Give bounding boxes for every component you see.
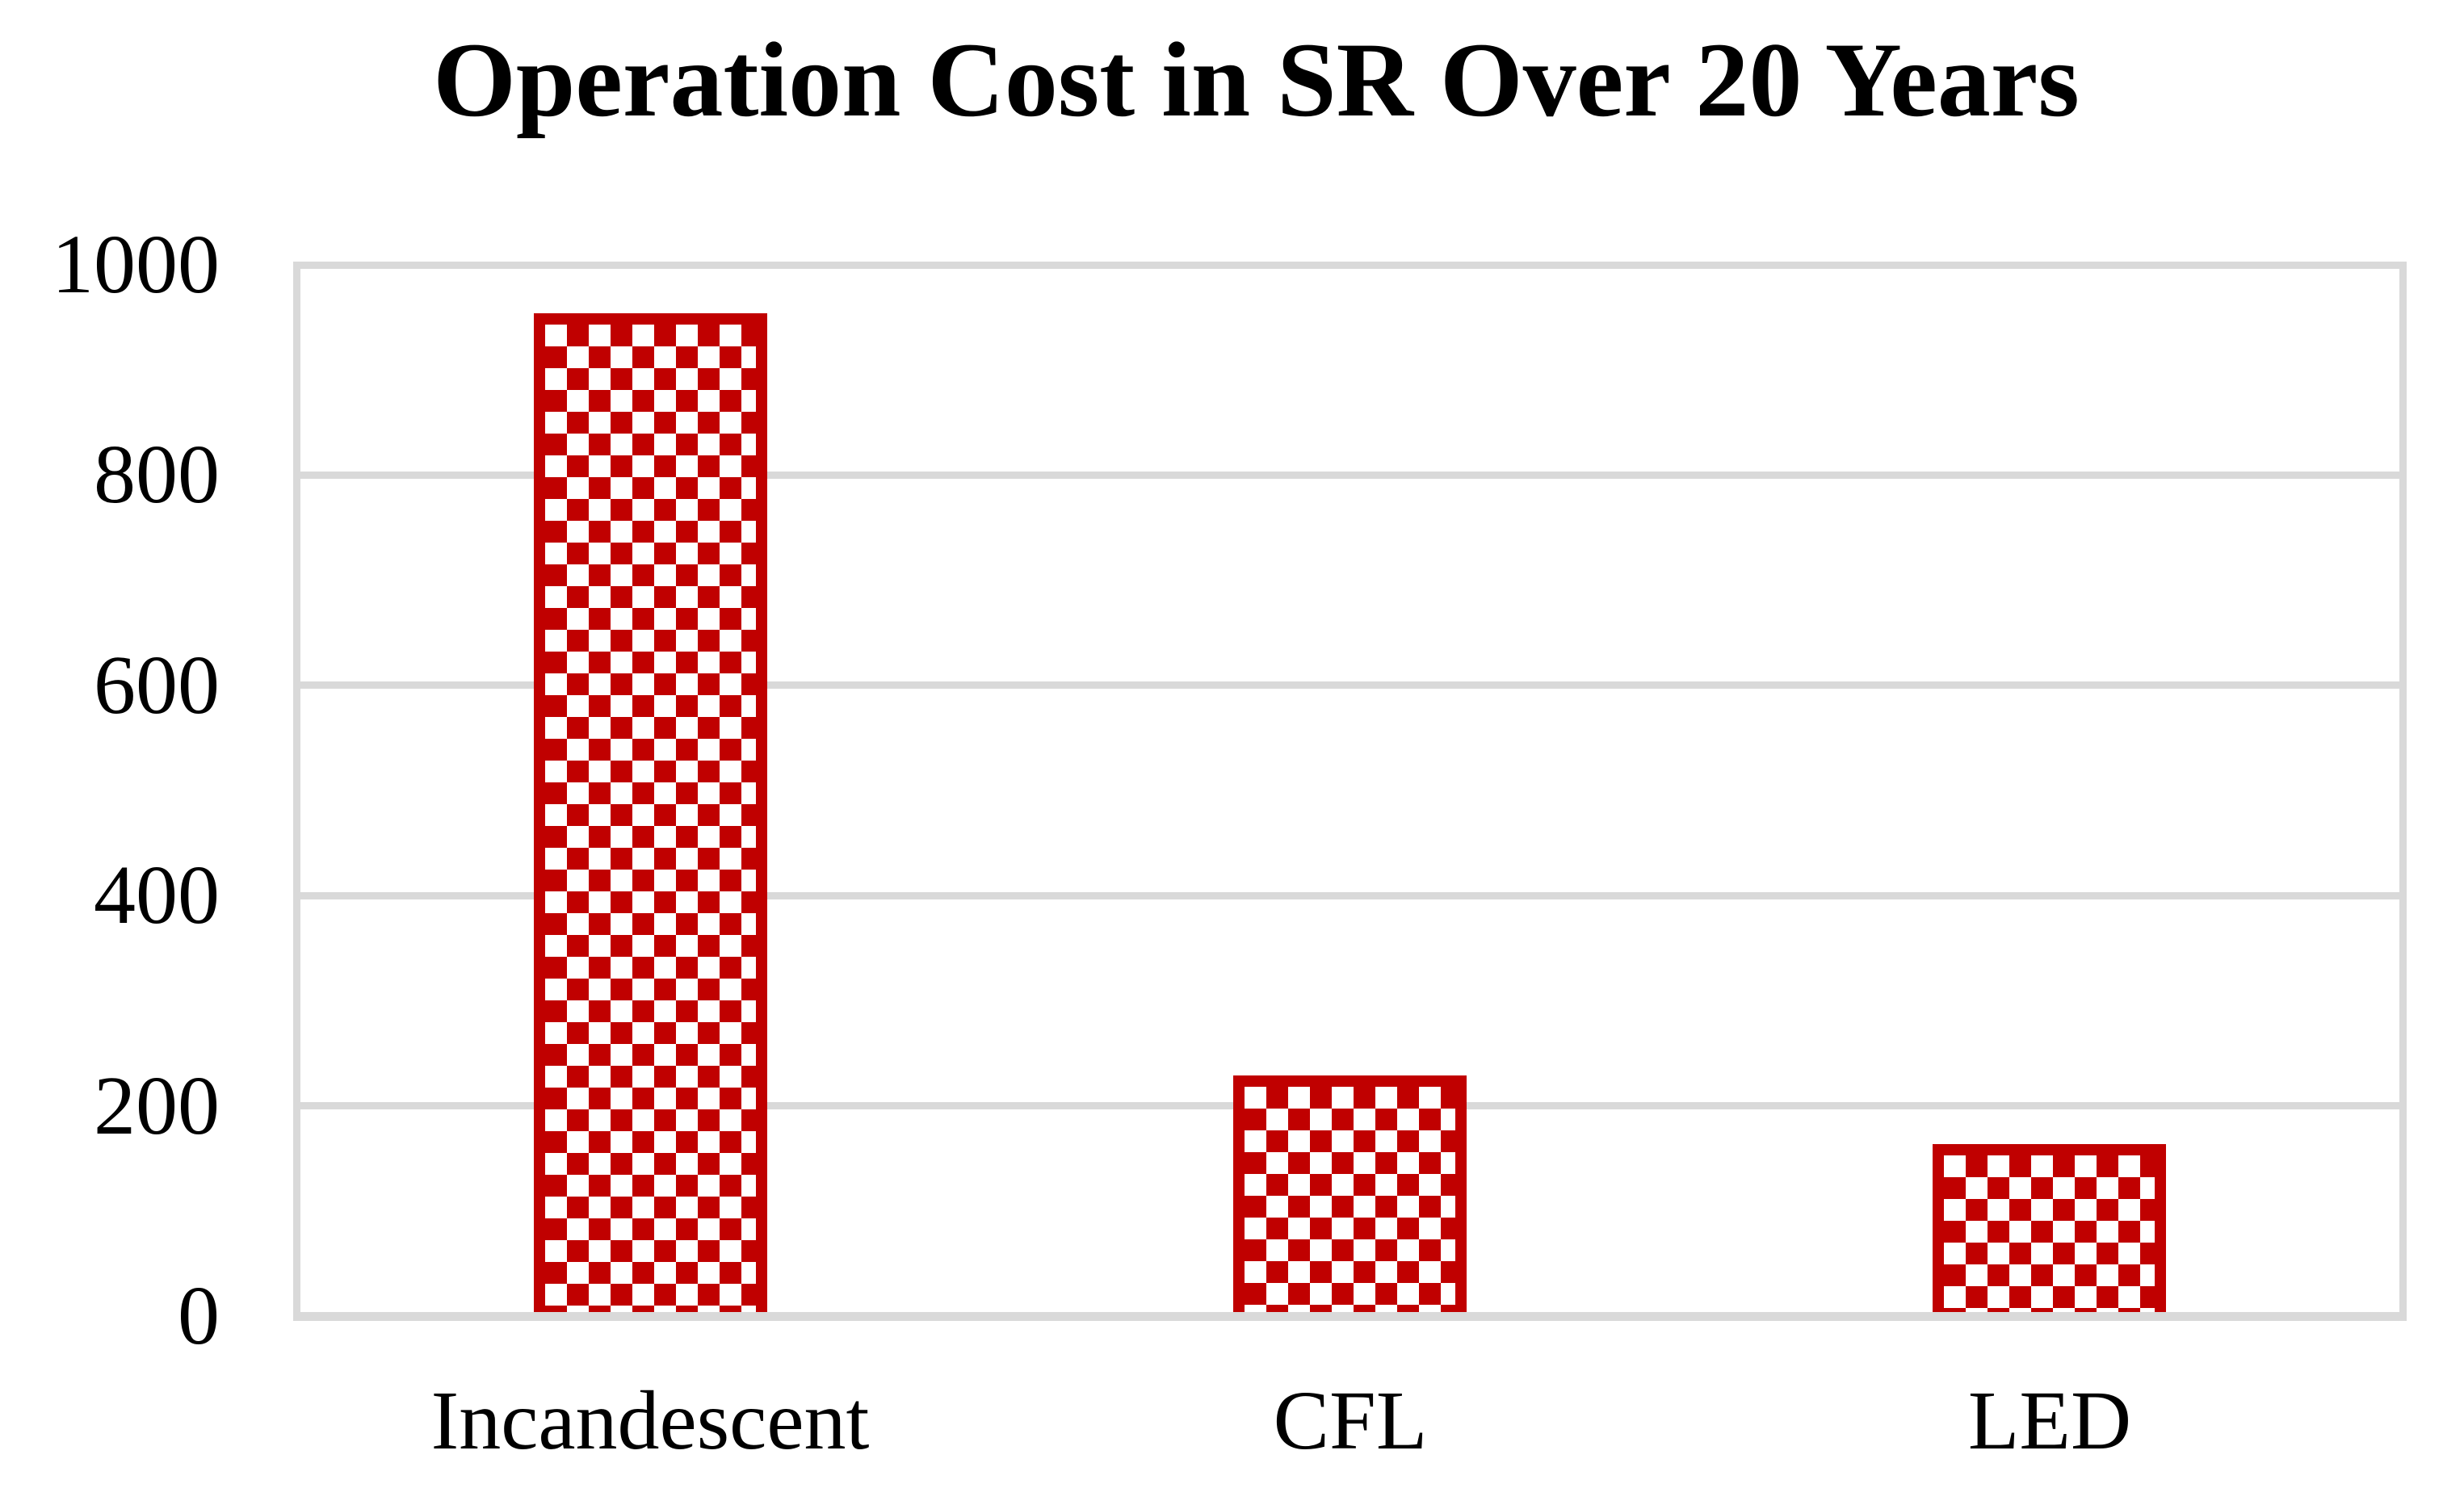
x-axis-label-cfl: CFL bbox=[1273, 1374, 1428, 1467]
y-axis-tick-label-0: 0 bbox=[178, 1269, 220, 1362]
y-axis-tick-label-600: 600 bbox=[94, 639, 220, 732]
plot-border-right bbox=[2399, 262, 2407, 1321]
gridline-400 bbox=[293, 892, 2407, 899]
gridline-1000 bbox=[293, 262, 2407, 269]
gridline-600 bbox=[293, 681, 2407, 689]
bar-cfl bbox=[1233, 1075, 1467, 1312]
chart-title: Operation Cost in SR Over 20 Years bbox=[433, 20, 2080, 139]
gridline-800 bbox=[293, 472, 2407, 479]
y-axis-tick-label-400: 400 bbox=[94, 849, 220, 941]
bar-incandescent bbox=[534, 313, 767, 1312]
y-axis-tick-label-800: 800 bbox=[94, 428, 220, 521]
y-axis-tick-label-1000: 1000 bbox=[52, 218, 220, 311]
plot-border-left bbox=[293, 262, 300, 1321]
x-axis-label-incandescent: Incandescent bbox=[430, 1374, 870, 1467]
bar-led bbox=[1933, 1144, 2166, 1312]
x-axis-line bbox=[293, 1312, 2407, 1321]
y-axis-tick-label-200: 200 bbox=[94, 1059, 220, 1152]
x-axis-label-led: LED bbox=[1967, 1374, 2132, 1467]
